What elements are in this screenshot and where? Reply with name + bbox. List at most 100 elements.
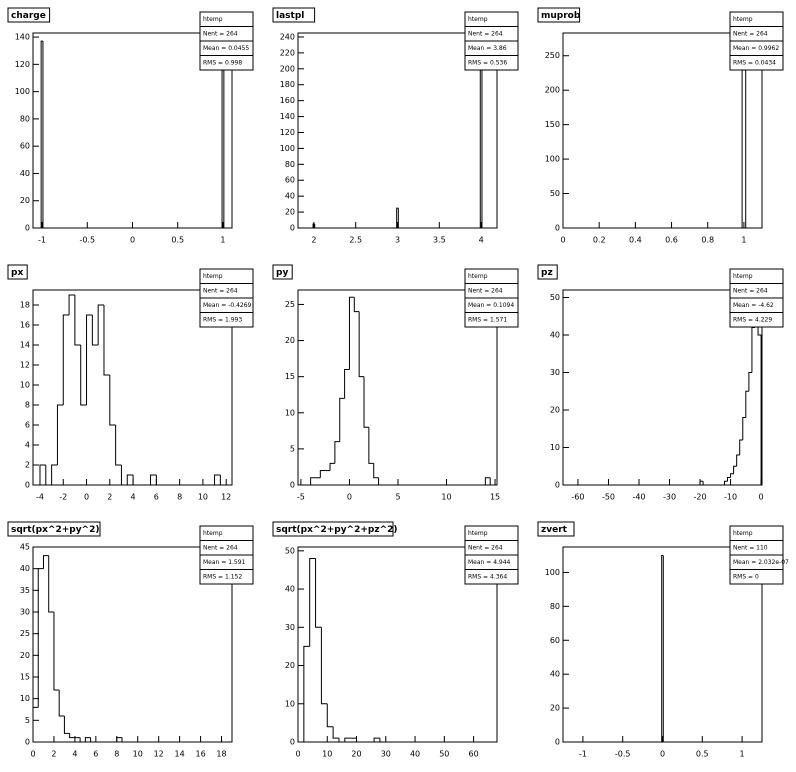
- chart-title: zvert: [541, 525, 568, 535]
- stats-entry: Nent = 264: [468, 287, 503, 294]
- y-tick-label: 250: [545, 51, 560, 60]
- histogram-bin: [53, 612, 60, 691]
- x-tick-label: 1: [740, 750, 745, 759]
- histogram-bin: [45, 465, 52, 486]
- histogram-bin: [48, 555, 54, 613]
- stats-entry: htemp: [733, 273, 753, 280]
- x-tick-label: 8: [177, 493, 182, 502]
- stats-entry: htemp: [203, 16, 223, 23]
- x-tick-label: 0: [560, 236, 565, 245]
- frame: [562, 32, 763, 229]
- x-tick-label: 10: [133, 750, 143, 759]
- x-tick-label: 0.6: [665, 236, 678, 245]
- histogram-bin: [373, 463, 379, 479]
- y-tick-label: 5: [290, 444, 295, 453]
- stats-entry: RMS = 0: [733, 573, 759, 580]
- histogram-bin: [62, 314, 70, 405]
- x-tick-label: -0.5: [79, 236, 95, 245]
- x-tick-label: 5: [395, 493, 400, 502]
- histogram-bin: [344, 737, 351, 742]
- y-tick-label: 20: [550, 406, 560, 415]
- y-tick-label: 16: [20, 321, 30, 330]
- histogram-bin: [63, 716, 70, 734]
- y-tick-label: 20: [20, 196, 30, 205]
- y-tick-label: 40: [550, 331, 560, 340]
- y-tick-label: 120: [280, 128, 295, 137]
- x-tick-label: 0.5: [696, 750, 709, 759]
- stats-entry: Nent = 264: [203, 544, 238, 551]
- stats-entry: htemp: [733, 16, 753, 23]
- y-tick-label: 0: [25, 481, 30, 490]
- x-tick-label: 0: [347, 493, 352, 502]
- stats-entry: Nent = 264: [468, 544, 503, 551]
- histogram-bin: [358, 311, 365, 378]
- histogram-bin: [481, 41, 497, 229]
- stats-entry: RMS = 0.536: [468, 59, 507, 66]
- histogram-bin: [155, 475, 163, 486]
- x-tick-label: -10: [724, 493, 737, 502]
- x-tick-label: 18: [216, 750, 226, 759]
- y-tick-label: 30: [285, 623, 295, 632]
- histogram-bin: [74, 295, 81, 346]
- histogram-bin: [219, 475, 227, 486]
- x-tick-label: 12: [154, 750, 164, 759]
- stats-entry: Nent = 264: [468, 30, 503, 37]
- histogram-bin: [42, 555, 49, 569]
- stats-entry: Mean = 0.9962: [733, 45, 779, 52]
- y-tick-label: 40: [20, 169, 30, 178]
- y-tick-label: 18: [20, 301, 30, 310]
- x-tick-label: 1: [220, 236, 225, 245]
- x-tick-label: -2: [59, 493, 67, 502]
- stats-entry: RMS = 4.364: [468, 573, 507, 580]
- y-tick-label: 12: [20, 361, 30, 370]
- x-tick-label: 0: [660, 750, 665, 759]
- histogram-bin: [303, 645, 310, 742]
- x-tick-label: 0: [84, 493, 89, 502]
- y-tick-label: 30: [20, 608, 30, 617]
- y-tick-label: 120: [15, 60, 30, 69]
- x-tick-label: 0.5: [171, 236, 184, 245]
- histogram-bin: [702, 481, 725, 486]
- stats-entry: Nent = 264: [733, 287, 768, 294]
- histogram-bin: [727, 477, 731, 482]
- y-tick-label: 10: [285, 699, 295, 708]
- histogram-bin: [132, 475, 139, 486]
- stats-entry: Mean = 4.944: [468, 559, 511, 566]
- histogram-bin: [39, 464, 46, 485]
- histogram-bin: [348, 296, 355, 370]
- y-tick-label: 100: [15, 87, 30, 96]
- x-tick-label: 0.4: [629, 236, 642, 245]
- chart-title: px: [11, 268, 23, 278]
- frame: [32, 32, 233, 229]
- x-tick-label: 0: [759, 493, 764, 502]
- y-tick-label: 40: [20, 564, 30, 573]
- x-tick-label: 0.8: [701, 236, 714, 245]
- y-tick-label: 140: [280, 112, 295, 121]
- x-tick-label: -40: [632, 493, 645, 502]
- stats-entry: RMS = 4.229: [733, 316, 772, 323]
- x-tick-label: 16: [195, 750, 205, 759]
- histogram-bin: [748, 372, 752, 392]
- stats-entry: RMS = 1.993: [203, 316, 242, 323]
- stats-entry: Mean = 3.86: [468, 45, 507, 52]
- histogram-bin: [91, 315, 99, 346]
- x-tick-label: 3.5: [433, 236, 446, 245]
- y-tick-label: 50: [285, 546, 295, 555]
- x-tick-label: 2.5: [349, 236, 362, 245]
- title-box: [537, 264, 558, 280]
- chart-title: py: [276, 268, 288, 278]
- y-tick-label: 45: [20, 543, 30, 552]
- x-tick-label: 30: [381, 750, 391, 759]
- chart-title: sqrt(px^2+py^2+pz^2): [276, 525, 398, 535]
- histogram-bin: [32, 706, 39, 742]
- histogram-bin: [363, 376, 369, 428]
- histogram-bin: [396, 207, 399, 228]
- title-box: [7, 521, 101, 537]
- y-tick-label: 160: [280, 96, 295, 105]
- y-tick-label: 20: [285, 336, 295, 345]
- y-tick-label: 6: [25, 421, 30, 430]
- histogram-bin: [378, 477, 384, 486]
- histogram-bin: [315, 558, 322, 628]
- x-tick-label: -50: [602, 493, 615, 502]
- histogram-bin: [214, 474, 221, 485]
